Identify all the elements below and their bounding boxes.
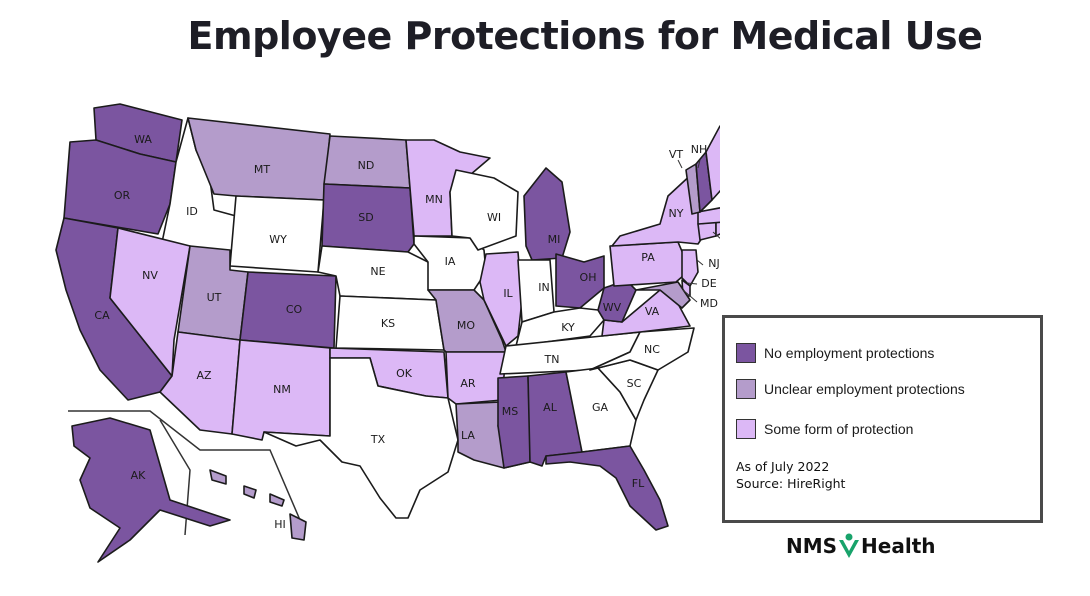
state-label-vt: VT (669, 148, 684, 161)
state-label-tn: TN (544, 353, 560, 366)
legend-item-none: No employment protections (736, 343, 934, 363)
state-ct (697, 221, 717, 241)
legend-swatch-none (736, 343, 756, 363)
state-fl (545, 445, 669, 531)
state-label-nd: ND (358, 159, 375, 172)
state-label-mn: MN (425, 193, 443, 206)
state-label-la: LA (461, 429, 475, 442)
state-nv (109, 227, 191, 377)
legend-label-none: No employment protections (764, 345, 935, 361)
state-label-ks: KS (381, 317, 395, 330)
state-label-mt: MT (254, 163, 270, 176)
state-leader-lines (677, 159, 720, 303)
note-date: As of July 2022 (736, 459, 830, 474)
state-label-tx: TX (370, 433, 386, 446)
state-label-co: CO (286, 303, 303, 316)
state-label-ky: KY (561, 321, 575, 334)
note-source: Source: HireRight (736, 476, 846, 491)
state-sd (321, 183, 415, 253)
state-label-or: OR (114, 189, 131, 202)
state-label-sc: SC (627, 377, 642, 390)
state-hi (209, 469, 307, 541)
legend-label-some: Some form of protection (764, 421, 914, 437)
state-wi (449, 169, 519, 251)
state-label-ia: IA (445, 255, 456, 268)
state-label-ny: NY (669, 207, 684, 220)
page-title: Employee Protections for Medical Use (187, 14, 983, 58)
state-label-mi: MI (548, 233, 561, 246)
state-label-wa: WA (134, 133, 152, 146)
state-label-sd: SD (358, 211, 373, 224)
us-map: WA OR CA ID NV MT WY UT AZ CO NM ND SD NE KS OK TX MN IA MO… (55, 103, 720, 563)
state-label-ga: GA (592, 401, 609, 414)
state-label-ms: MS (502, 405, 518, 418)
state-label-nv: NV (142, 269, 158, 282)
legend-swatch-unclear (736, 379, 756, 399)
state-nj (681, 249, 699, 287)
state-md (635, 281, 691, 309)
state-ms (497, 375, 531, 469)
state-label-id: ID (186, 205, 198, 218)
state-label-pa: PA (641, 251, 655, 264)
state-label-md: MD (700, 297, 718, 310)
brand-left: NMS (786, 534, 838, 558)
state-label-oh: OH (580, 271, 597, 284)
state-label-fl: FL (632, 477, 645, 490)
state-label-hi: HI (274, 518, 286, 531)
legend-label-unclear: Unclear employment protections (764, 381, 965, 397)
legend: No employment protections Unclear employ… (722, 315, 1043, 523)
state-pa (609, 241, 691, 287)
source-note: As of July 2022 Source: HireRight (736, 458, 845, 492)
state-label-ar: AR (460, 377, 476, 390)
state-label-nj: NJ (708, 257, 719, 270)
state-label-ak: AK (131, 469, 147, 482)
state-label-wy: WY (269, 233, 287, 246)
state-va (601, 289, 691, 337)
state-ma (697, 207, 720, 225)
state-label-wv: WV (603, 301, 622, 314)
state-ri (715, 221, 720, 237)
state-label-nh: NH (691, 143, 708, 156)
brand-logo: NMS Health (786, 532, 936, 560)
state-label-nc: NC (644, 343, 660, 356)
legend-swatch-some (736, 419, 756, 439)
state-label-de: DE (701, 277, 716, 290)
state-label-ca: CA (94, 309, 110, 322)
state-nc (589, 327, 695, 371)
brand-right: Health (861, 534, 936, 558)
state-ak (71, 417, 231, 563)
figure-icon (839, 533, 860, 558)
state-label-in: IN (538, 281, 549, 294)
state-label-mo: MO (457, 319, 475, 332)
state-mi (523, 167, 571, 261)
state-me (705, 125, 720, 201)
legend-item-unclear: Unclear employment protections (736, 379, 965, 399)
state-label-nm: NM (273, 383, 291, 396)
state-label-wi: WI (487, 211, 501, 224)
state-tx (263, 357, 459, 519)
state-label-ok: OK (396, 367, 413, 380)
state-label-ne: NE (370, 265, 385, 278)
state-label-ut: UT (207, 291, 222, 304)
legend-item-some: Some form of protection (736, 419, 913, 439)
state-label-al: AL (543, 401, 558, 414)
inset-divider (68, 410, 301, 521)
state-ar (445, 351, 507, 405)
state-label-az: AZ (196, 369, 212, 382)
state-label-va: VA (645, 305, 660, 318)
state-label-il: IL (503, 287, 513, 300)
